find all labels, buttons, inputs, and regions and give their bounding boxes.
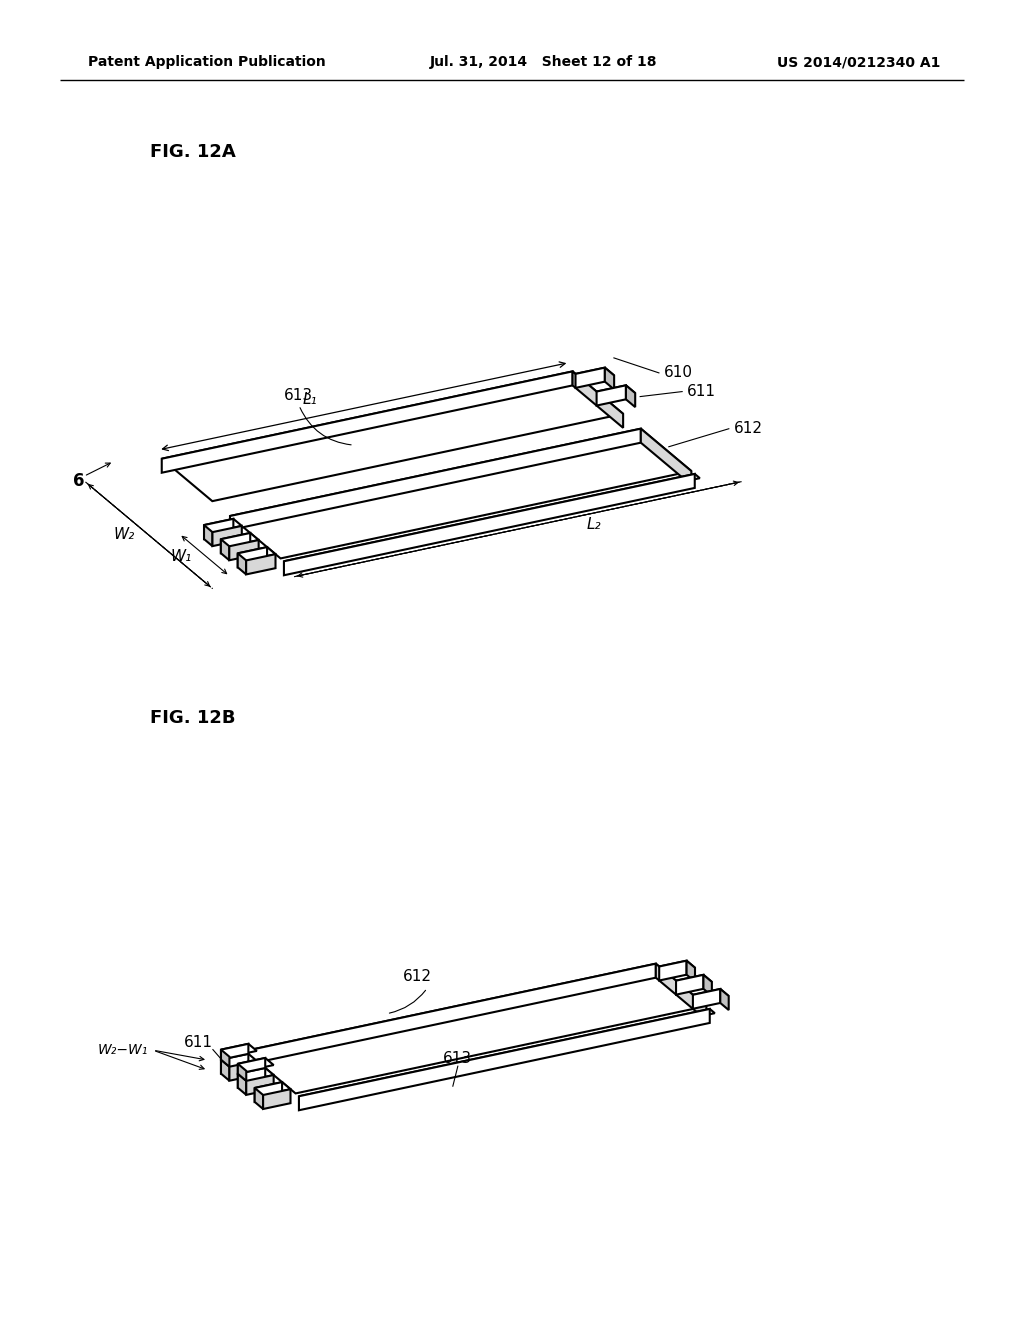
- Text: FIG. 12A: FIG. 12A: [150, 143, 236, 161]
- Polygon shape: [238, 1068, 265, 1088]
- Text: 612: 612: [734, 421, 763, 436]
- Polygon shape: [221, 533, 250, 553]
- Text: US 2014/0212340 A1: US 2014/0212340 A1: [776, 55, 940, 69]
- Polygon shape: [575, 368, 605, 388]
- Polygon shape: [659, 961, 695, 974]
- Polygon shape: [246, 554, 275, 574]
- Polygon shape: [221, 539, 229, 560]
- Text: 612: 612: [402, 969, 432, 983]
- Polygon shape: [238, 553, 246, 574]
- Polygon shape: [676, 975, 703, 995]
- Polygon shape: [162, 371, 572, 473]
- Polygon shape: [284, 474, 694, 576]
- Polygon shape: [221, 1044, 249, 1060]
- Polygon shape: [655, 964, 707, 1020]
- Polygon shape: [238, 1057, 265, 1073]
- Polygon shape: [659, 961, 686, 981]
- Text: FIG. 12B: FIG. 12B: [150, 709, 236, 727]
- Polygon shape: [597, 385, 626, 405]
- Polygon shape: [693, 989, 720, 1008]
- Polygon shape: [230, 429, 641, 531]
- Polygon shape: [575, 368, 614, 381]
- Polygon shape: [255, 1082, 291, 1096]
- Text: W₁: W₁: [170, 549, 191, 564]
- Polygon shape: [263, 1089, 291, 1109]
- Polygon shape: [597, 385, 635, 400]
- Polygon shape: [212, 525, 242, 546]
- Polygon shape: [255, 1088, 263, 1109]
- Text: 610: 610: [664, 366, 693, 380]
- Polygon shape: [720, 989, 729, 1010]
- Text: Jul. 31, 2014   Sheet 12 of 18: Jul. 31, 2014 Sheet 12 of 18: [430, 55, 657, 69]
- Text: L₂: L₂: [586, 516, 601, 532]
- Polygon shape: [693, 989, 729, 1002]
- Polygon shape: [221, 533, 259, 546]
- Polygon shape: [238, 1068, 273, 1081]
- Text: W₂: W₂: [114, 528, 134, 543]
- Polygon shape: [204, 525, 212, 546]
- Polygon shape: [626, 385, 635, 407]
- Polygon shape: [299, 1008, 715, 1101]
- Text: 6: 6: [73, 473, 85, 490]
- Polygon shape: [245, 964, 707, 1093]
- Polygon shape: [245, 964, 655, 1065]
- Polygon shape: [246, 1074, 273, 1094]
- Polygon shape: [686, 961, 695, 982]
- Polygon shape: [229, 1061, 257, 1081]
- Polygon shape: [238, 546, 275, 561]
- Polygon shape: [204, 519, 233, 539]
- Text: 613: 613: [443, 1051, 472, 1065]
- Polygon shape: [703, 975, 712, 995]
- Text: 611: 611: [687, 384, 716, 399]
- Polygon shape: [238, 546, 267, 568]
- Polygon shape: [676, 975, 712, 987]
- Polygon shape: [605, 368, 614, 389]
- Polygon shape: [221, 1044, 257, 1057]
- Polygon shape: [221, 1049, 229, 1067]
- Polygon shape: [572, 371, 624, 428]
- Text: W₂−W₁: W₂−W₁: [97, 1043, 147, 1057]
- Polygon shape: [221, 1060, 229, 1081]
- Polygon shape: [204, 519, 242, 532]
- Polygon shape: [284, 474, 699, 565]
- Text: L₁: L₁: [303, 392, 317, 407]
- Polygon shape: [238, 1064, 246, 1081]
- Polygon shape: [221, 1053, 249, 1073]
- Polygon shape: [162, 371, 624, 502]
- Text: 611: 611: [183, 1035, 212, 1051]
- Text: Patent Application Publication: Patent Application Publication: [88, 55, 326, 69]
- Polygon shape: [299, 1008, 710, 1110]
- Polygon shape: [641, 429, 691, 486]
- Polygon shape: [221, 1053, 257, 1067]
- Polygon shape: [238, 1073, 246, 1094]
- Text: 613: 613: [285, 388, 313, 403]
- Polygon shape: [230, 429, 691, 558]
- Polygon shape: [238, 1057, 273, 1071]
- Polygon shape: [229, 540, 259, 560]
- Polygon shape: [255, 1082, 282, 1102]
